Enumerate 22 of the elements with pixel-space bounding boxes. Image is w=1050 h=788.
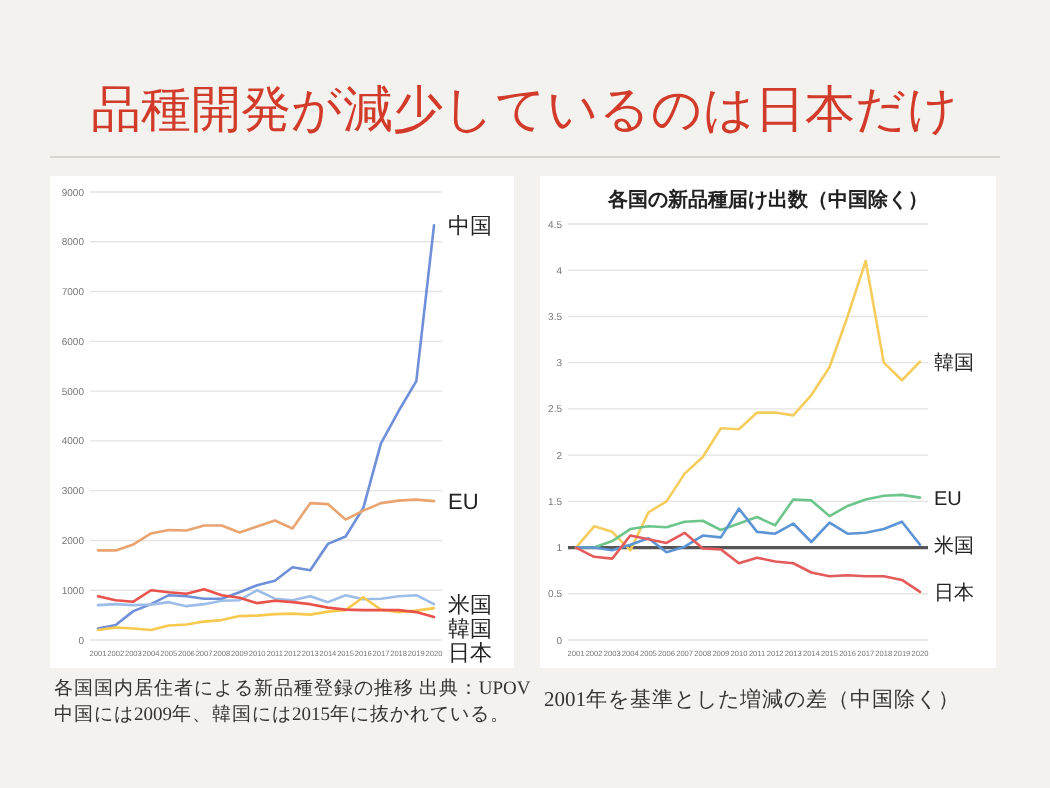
series-label: EU: [934, 488, 962, 511]
series-label: EU: [448, 490, 479, 515]
series-label: 韓国: [448, 615, 492, 642]
chart-title: 品種開発が減少しているのは日本だけ: [89, 82, 961, 142]
text: 各国国内居住者による新品種登録の推移 出典：UPOV: [54, 678, 531, 704]
line-series: [96, 498, 436, 552]
series-label: 米国: [934, 533, 974, 558]
series-label: 日本: [934, 580, 974, 605]
chart-title: 各国の新品種届け出数（中国除く）: [606, 188, 928, 212]
line-series: [96, 595, 436, 632]
text: 2001年を基準とした増減の差（中国除く）: [544, 688, 960, 714]
series-label: 日本: [448, 639, 492, 666]
line-series: [96, 224, 436, 630]
line-series: [96, 588, 436, 608]
series-label: 中国: [448, 213, 492, 240]
series-label: 米国: [448, 591, 492, 618]
line-series: [574, 507, 922, 554]
line-series: [574, 259, 922, 552]
line-series: [96, 587, 436, 619]
line-series: [574, 531, 922, 594]
text: 中国には2009年、韓国には2015年に抜かれている。: [54, 704, 510, 730]
series-label: 韓国: [934, 350, 974, 375]
